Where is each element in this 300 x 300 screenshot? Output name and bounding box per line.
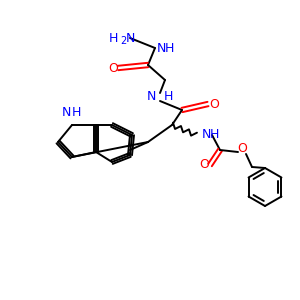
Text: H: H <box>109 32 118 44</box>
Text: O: O <box>199 158 209 172</box>
Text: O: O <box>108 61 118 74</box>
Text: O: O <box>237 142 247 155</box>
Text: H: H <box>164 91 173 103</box>
Text: N: N <box>61 106 71 119</box>
Text: N: N <box>147 91 156 103</box>
Text: O: O <box>209 98 219 110</box>
Text: 2: 2 <box>120 36 126 46</box>
Text: H: H <box>210 128 219 142</box>
Text: N: N <box>202 128 211 142</box>
Text: H: H <box>165 41 174 55</box>
Text: N: N <box>126 32 135 44</box>
Text: H: H <box>71 106 81 119</box>
Text: N: N <box>157 41 166 55</box>
